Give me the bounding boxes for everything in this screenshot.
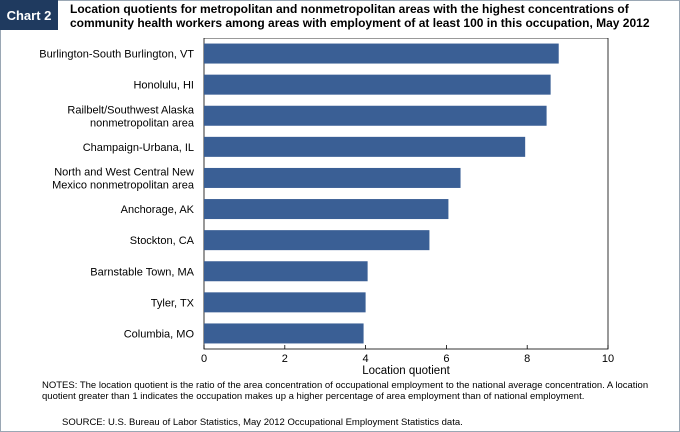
- bar-6: [204, 230, 430, 251]
- category-label-4-1: Mexico nonmetropolitan area: [52, 179, 195, 191]
- x-tick-label-2: 4: [363, 353, 369, 365]
- category-label-8: Tyler, TX: [151, 297, 195, 309]
- category-label-3: Champaign-Urbana, IL: [83, 142, 194, 154]
- notes: NOTES: The location quotient is the rati…: [42, 380, 670, 402]
- bar-5: [204, 199, 449, 220]
- bar-8: [204, 292, 366, 313]
- category-label-6: Stockton, CA: [130, 235, 195, 247]
- plot-border: [203, 38, 609, 350]
- category-label-4-0: North and West Central New: [54, 166, 194, 178]
- x-tick-label-0: 0: [201, 353, 207, 365]
- notes-label: NOTES:: [42, 380, 78, 391]
- x-axis-title: Location quotient: [362, 365, 450, 377]
- bar-2: [204, 105, 547, 126]
- source: SOURCE: U.S. Bureau of Labor Statistics,…: [62, 417, 463, 428]
- chart-title: Location quotients for metropolitan and …: [70, 2, 650, 30]
- bar-0: [204, 43, 559, 64]
- x-tick-label-4: 8: [524, 353, 530, 365]
- bar-7: [204, 261, 368, 282]
- source-text: U.S. Bureau of Labor Statistics, May 201…: [107, 417, 463, 428]
- bar-1: [204, 74, 551, 95]
- bar-chart: Burlington-South Burlington, VT Honolulu,…: [39, 38, 614, 377]
- bar-3: [204, 136, 526, 157]
- chart-number-label: Chart 2: [0, 0, 58, 30]
- category-label-0: Burlington-South Burlington, VT: [39, 49, 194, 61]
- x-tick-label-3: 6: [443, 353, 449, 365]
- source-label: SOURCE:: [62, 417, 106, 428]
- category-label-5: Anchorage, AK: [121, 204, 195, 216]
- category-label-7: Barnstable Town, MA: [90, 266, 194, 278]
- category-label-9: Columbia, MO: [124, 328, 195, 340]
- bar-9: [204, 323, 364, 344]
- notes-text: The location quotient is the ratio of th…: [42, 380, 649, 402]
- category-label-2-0: Railbelt/Southwest Alaska: [67, 104, 194, 116]
- x-tick-label-1: 2: [282, 353, 288, 365]
- x-tick-label-5: 10: [602, 353, 614, 365]
- category-label-1: Honolulu, HI: [133, 80, 194, 92]
- category-label-2-1: nonmetropolitan area: [90, 117, 195, 129]
- bar-4: [204, 167, 461, 188]
